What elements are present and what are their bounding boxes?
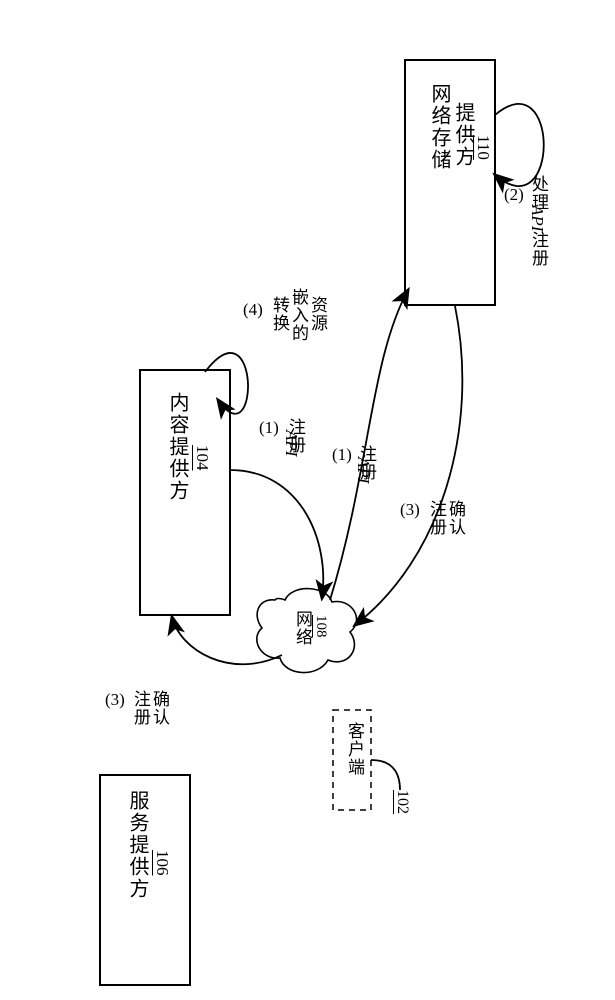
e1a-api: API — [281, 430, 301, 456]
e2-num: (2) — [504, 185, 524, 205]
edge-1-cp-to-cloud — [230, 470, 323, 598]
e1a-num: (1) — [259, 418, 279, 438]
client-connector — [371, 760, 400, 790]
content-provider-ref: 104 — [192, 445, 212, 471]
service-provider-ref: 106 — [152, 850, 172, 876]
e1b-api: API — [353, 457, 373, 483]
e4-text3: 资源 — [305, 296, 330, 332]
edge-3-cloud-to-cp — [172, 617, 282, 664]
client-label: 客户端 — [342, 722, 367, 776]
content-provider-label: 内容提供方 — [163, 392, 192, 502]
e3b-text2: 确认 — [147, 690, 172, 726]
e3a-text2: 确认 — [443, 500, 468, 536]
e3a-num: (3) — [400, 500, 420, 520]
edge-4-selfloop — [205, 353, 248, 414]
e1b-num: (1) — [332, 445, 352, 465]
edge-2-selfloop — [495, 104, 544, 186]
nsp-ref: 110 — [473, 135, 493, 160]
e3b-num: (3) — [105, 690, 125, 710]
e2-api: API — [527, 205, 547, 231]
service-provider-label: 服务提供方 — [123, 790, 152, 900]
client-ref: 102 — [393, 790, 411, 814]
cloud-ref: 108 — [312, 615, 329, 638]
e4-num: (4) — [243, 300, 263, 320]
